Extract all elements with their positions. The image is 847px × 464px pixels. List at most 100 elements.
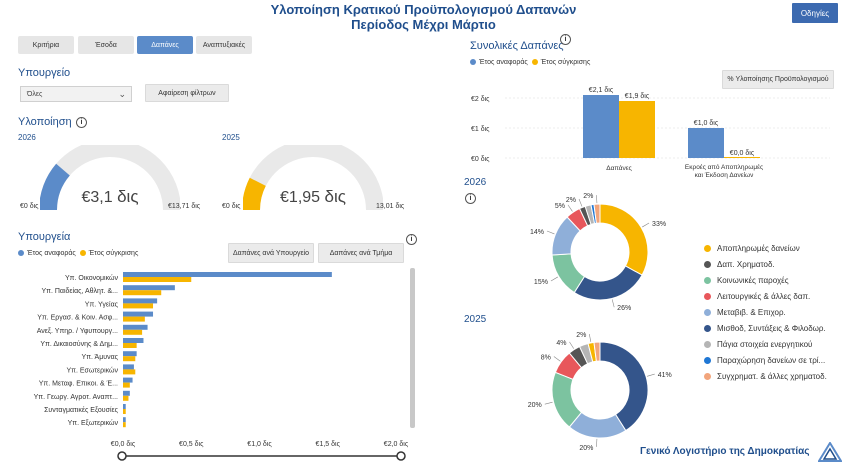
bar-ref[interactable]	[123, 417, 126, 423]
slice-label: 8%	[541, 354, 551, 361]
slice-label: 26%	[617, 305, 631, 312]
ministries-title: Υπουργεία	[18, 231, 71, 243]
bar-category-label: Υπ. Οικονομικών	[65, 274, 119, 282]
bar-cmp[interactable]	[123, 382, 130, 388]
bar-cmp[interactable]	[123, 395, 129, 401]
donut-slice[interactable]	[593, 203, 601, 224]
legend-dot-cmp	[531, 59, 538, 66]
tab-development[interactable]: Αναπτυξιακές	[196, 36, 252, 54]
bar-cmp[interactable]	[123, 356, 136, 362]
bar-category-label: Συνταγματικές Εξουσίες	[44, 406, 119, 414]
tab-criteria[interactable]: Κριτήρια	[18, 36, 74, 54]
legend-item[interactable]: Παραχώρηση δανείων σε τρί...	[704, 352, 827, 368]
bar-ref[interactable]	[123, 311, 154, 317]
leader-line	[596, 438, 598, 447]
bar-ref[interactable]	[123, 272, 332, 277]
organisation-logo-icon	[818, 442, 842, 462]
data-label: €2,1 δις	[589, 87, 614, 94]
range-slider-end-handle[interactable]	[396, 451, 406, 461]
bar-cmp[interactable]	[123, 303, 154, 309]
leader-line	[546, 230, 555, 235]
legend-item[interactable]: Δαπ. Χρηματοδ.	[704, 256, 827, 272]
slice-label: 33%	[652, 221, 666, 228]
bar-cmp[interactable]	[123, 422, 126, 428]
bar-category-label: Υπ. Δικαιοσύνης & Δημ...	[40, 340, 118, 348]
x-tick-label: €2,0 δις	[384, 441, 409, 448]
footer-org-name: Γενικό Λογιστήριο της Δημοκρατίας	[640, 446, 810, 457]
bar-cmp[interactable]	[123, 409, 126, 414]
bar-ref[interactable]	[583, 95, 619, 158]
legend-item[interactable]: Αποπληρωμές δανείων	[704, 240, 827, 256]
clear-filters-button[interactable]: Αφαίρεση φίλτρων	[145, 84, 229, 102]
legend-item[interactable]: Λειτουργικές & άλλες δαπ.	[704, 288, 827, 304]
bar-cmp[interactable]	[123, 316, 145, 322]
bar-category-label: Υπ. Εργασ. & Κοιν. Ασφ...	[37, 315, 118, 322]
legend-item[interactable]: Πάγια στοιχεία ενεργητικού	[704, 336, 827, 352]
info-icon[interactable]: i	[76, 117, 87, 128]
legend-item[interactable]: Κοινωνικές παροχές	[704, 272, 827, 288]
legend-item[interactable]: Μεταβιβ. & Επιχορ.	[704, 304, 827, 320]
expenses-by-department-button[interactable]: Δαπάνες ανά Τμήμα	[318, 243, 404, 263]
gauge-fill	[40, 163, 71, 211]
slice-label: 14%	[530, 229, 544, 236]
x-tick-label: €1,5 δις	[316, 441, 341, 448]
y-tick-label: €0 δις	[471, 156, 490, 163]
info-icon[interactable]: i	[406, 234, 417, 245]
tab-expenditure[interactable]: Δαπάνες	[137, 36, 193, 54]
tab-revenue[interactable]: Έσοδα	[78, 36, 134, 54]
bar-category-label: Υπ. Υγείας	[85, 300, 119, 308]
page-title: Υλοποίηση Κρατικού Προϋπολογισμού Δαπανώ…	[270, 2, 577, 17]
guide-button[interactable]: Οδηγίες	[792, 3, 838, 23]
info-icon[interactable]: i	[560, 34, 571, 45]
info-icon[interactable]: i	[465, 193, 476, 204]
gauge-value-2026: €3,1 δις	[81, 187, 139, 206]
bar-ref[interactable]	[123, 285, 175, 291]
slice-label: 2%	[576, 332, 586, 339]
bar-ref[interactable]	[688, 128, 724, 158]
totals-title: Συνολικές Δαπάνες	[470, 40, 564, 52]
x-tick-label: €0,0 δις	[111, 441, 136, 448]
slice-label: 41%	[658, 372, 672, 379]
donut-slice[interactable]	[573, 265, 643, 301]
leader-line	[589, 333, 592, 342]
legend-label: Δαπ. Χρηματοδ.	[717, 259, 775, 269]
bar-ref[interactable]	[123, 390, 130, 396]
ministry-select-value: Όλες	[27, 90, 43, 98]
gauge-fill	[243, 177, 266, 211]
expenses-by-ministry-button[interactable]: Δαπάνες ανά Υπουργείο	[228, 243, 314, 263]
slice-label: 20%	[579, 445, 593, 452]
donut-slice[interactable]	[599, 341, 649, 432]
bar-cmp[interactable]	[724, 157, 760, 158]
ministry-select[interactable]: Όλες ⌄	[20, 86, 132, 102]
donut-slice[interactable]	[599, 203, 649, 276]
range-slider-start-handle[interactable]	[117, 451, 127, 461]
bar-category-label: Υπ. Εξωτερικών	[68, 419, 119, 427]
donut-year-2025: 2025	[464, 314, 487, 325]
bar-cmp[interactable]	[619, 101, 655, 158]
bar-ref[interactable]	[123, 338, 144, 343]
bar-cmp[interactable]	[123, 343, 137, 348]
bar-ref[interactable]	[123, 404, 126, 409]
leader-line	[569, 341, 574, 349]
legend-label: Μισθοδ, Συντάξεις & Φιλοδωρ.	[717, 323, 826, 333]
bar-cmp[interactable]	[123, 329, 143, 335]
donut-slice[interactable]	[593, 341, 601, 362]
bar-ref[interactable]	[123, 324, 148, 330]
legend-item[interactable]: Συγχρηματ. & άλλες χρηματοδ.	[704, 368, 827, 384]
leader-line	[550, 276, 558, 282]
bar-ref[interactable]	[123, 364, 134, 370]
bar-ref[interactable]	[123, 377, 133, 383]
bar-cmp[interactable]	[123, 277, 192, 282]
gauge-2026	[40, 145, 180, 211]
legend-item[interactable]: Μισθοδ, Συντάξεις & Φιλοδωρ.	[704, 320, 827, 336]
donut-chart-2025: 41% 20% 20% 8% 4% 2%	[528, 332, 672, 452]
bar-category-label: Υπ. Μεταφ. Επικοι. & Έ...	[39, 381, 118, 388]
bar-ref[interactable]	[123, 298, 158, 304]
bar-ref[interactable]	[123, 351, 137, 357]
leader-line	[646, 373, 655, 377]
budget-implementation-pct-button[interactable]: % Υλοποίησης Προϋπολογισμού	[722, 70, 834, 89]
bar-cmp[interactable]	[123, 369, 136, 375]
vertical-scrollbar[interactable]	[410, 268, 415, 428]
bar-cmp[interactable]	[123, 290, 162, 296]
donut-chart-2026: 33%26%15%14%5%2%2%	[530, 193, 666, 312]
